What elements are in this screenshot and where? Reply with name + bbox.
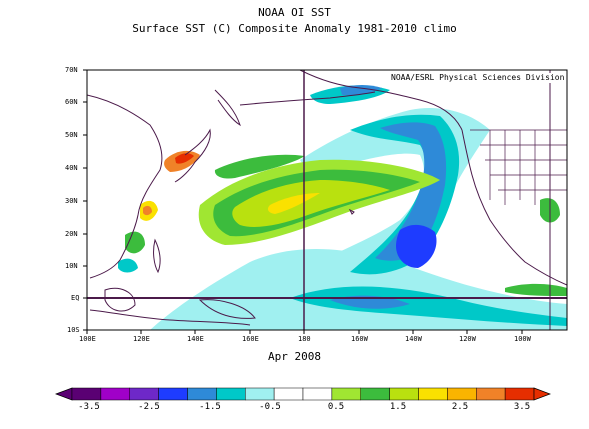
lon-label-100w: 100W: [514, 335, 531, 343]
figure-subtitle: Surface SST (C) Composite Anomaly 1981-2…: [132, 22, 457, 35]
aleutians-outline: [239, 91, 376, 106]
anomaly-green-east-equator: [505, 283, 567, 296]
hawaii-outline: [348, 208, 355, 215]
colorbar-cell: [418, 387, 448, 401]
japan-outline: [174, 128, 211, 183]
lat-label-50n: 50N: [65, 131, 78, 139]
lon-label-120e: 120E: [133, 335, 150, 343]
colorbar: [55, 387, 551, 401]
colorbar-cells: [71, 387, 535, 401]
alaska-coast: [299, 70, 463, 131]
colorbar-cell: [389, 387, 419, 401]
lon-label-180: 180: [298, 335, 311, 343]
colorbar-cell: [71, 387, 102, 401]
lon-label-140e: 140E: [187, 335, 204, 343]
colorbar-cell: [158, 387, 188, 401]
colorbar-cell: [187, 387, 217, 401]
colorbar-cell: [216, 387, 246, 401]
colorbar-label: 0.5: [327, 402, 345, 412]
colorbar-cell: [245, 387, 275, 401]
anomaly-cyan-scs: [118, 258, 138, 273]
anomaly-blue-gulf-alaska: [340, 85, 382, 96]
colorbar-cell: [360, 387, 390, 401]
anomaly-darkblue-ne-pacific: [396, 224, 437, 268]
lat-label-20n: 20N: [65, 230, 78, 238]
colorbar-cell: [476, 387, 506, 401]
colorbar-right-arrow: [533, 387, 551, 401]
colorbar-cell: [447, 387, 477, 401]
anomaly-field: [118, 85, 567, 330]
lat-label-60n: 60N: [65, 98, 78, 106]
colorbar-cell: [129, 387, 159, 401]
colorbar-label: 1.5: [389, 402, 407, 412]
anomaly-green-north: [214, 154, 305, 179]
lat-label-eq: EQ: [71, 294, 80, 302]
date-label: Apr 2008: [268, 350, 321, 363]
north-america-west-coast: [461, 129, 567, 286]
philippines-outline: [153, 238, 161, 274]
lon-label-120w: 120W: [459, 335, 476, 343]
anomaly-blue-ne-pacific: [375, 122, 447, 261]
colorbar-cell: [331, 387, 362, 401]
colorbar-label: 3.5: [513, 402, 531, 412]
colorbar-cell: [273, 387, 304, 401]
lat-label-70n: 70N: [65, 66, 78, 74]
lon-label-160e: 160E: [242, 335, 259, 343]
colorbar-cell: [302, 387, 333, 401]
anomaly-yellowgreen-central: [232, 180, 390, 227]
lon-label-160w: 160W: [351, 335, 368, 343]
indonesia-outline: [89, 309, 251, 326]
asia-coast: [87, 94, 163, 279]
colorbar-cell: [504, 387, 535, 401]
state-borders: [470, 129, 567, 205]
lon-label-100e: 100E: [79, 335, 96, 343]
anomaly-yellow-central: [267, 193, 320, 214]
lat-label-40n: 40N: [65, 164, 78, 172]
colorbar-label: -1.5: [199, 402, 221, 412]
anomaly-orange-china-coast: [143, 205, 152, 216]
colorbar-cell: [100, 387, 131, 401]
colorbar-label: 2.5: [451, 402, 469, 412]
figure-title: NOAA OI SST: [258, 6, 331, 19]
kamchatka-outline: [214, 89, 241, 127]
colorbar-label: -3.5: [78, 402, 100, 412]
axis-ticks: [83, 69, 523, 334]
credit-label: NOAA/ESRL Physical Sciences Division: [389, 73, 567, 83]
lat-label-10n: 10N: [65, 262, 78, 270]
borneo-outline: [104, 287, 136, 312]
anomaly-red-japan: [175, 153, 194, 164]
colorbar-left-arrow: [55, 387, 73, 401]
new-guinea-outline: [198, 299, 256, 319]
coastlines: [87, 70, 567, 326]
lat-label-30n: 30N: [65, 197, 78, 205]
map-frame: [86, 69, 568, 331]
colorbar-label: -0.5: [259, 402, 281, 412]
lat-label-10s: 10S: [67, 326, 80, 334]
colorbar-label: -2.5: [138, 402, 160, 412]
lon-label-140w: 140W: [405, 335, 422, 343]
anomaly-green-scs: [125, 231, 145, 254]
